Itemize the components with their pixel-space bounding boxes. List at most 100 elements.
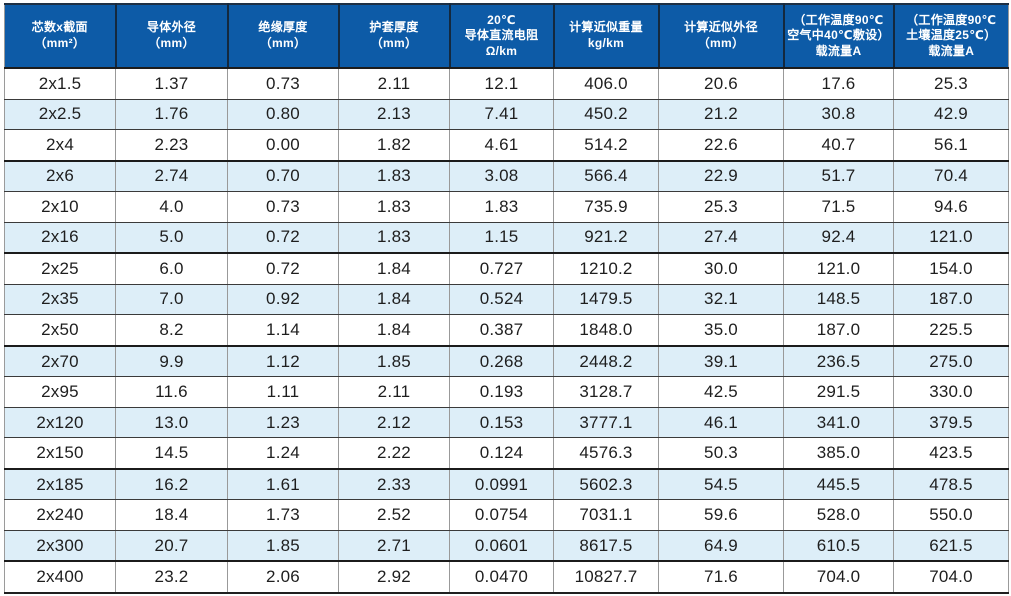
table-cell: 379.5 — [893, 407, 1009, 439]
table-cell: 71.6 — [658, 561, 784, 593]
table-cell: 735.9 — [553, 191, 659, 223]
table-cell: 20.6 — [658, 68, 784, 100]
table-cell: 450.2 — [553, 99, 659, 131]
table-cell: 0.0601 — [449, 530, 554, 563]
table-cell: 225.5 — [893, 314, 1009, 347]
table-header: 芯数x截面 （mm²） 导体外径 （mm） 绝缘厚度 （mm） 护套厚度 （mm） 20℃ 导体直… — [4, 4, 1009, 69]
table-cell: 148.5 — [783, 284, 894, 316]
table-cell: 3128.7 — [553, 376, 659, 408]
table-cell: 3777.1 — [553, 407, 659, 439]
table-row: 2x10 4.0 0.73 1.83 1.83 735.9 25.3 71.5 94.6 — [4, 191, 1009, 223]
table-cell: 70.4 — [893, 160, 1009, 193]
table-cell: 7031.1 — [553, 499, 659, 531]
table-cell: 0.73 — [227, 68, 339, 100]
table-cell: 0.193 — [449, 376, 554, 408]
table-cell: 30.8 — [783, 99, 894, 131]
table-cell: 14.5 — [115, 437, 228, 470]
table-cell: 4.61 — [449, 129, 554, 162]
row-spec-cell: 2x400 — [4, 561, 116, 593]
table-row: 2x400 23.2 2.06 2.92 0.0470 10827.7 71.6 704.0 7… — [4, 561, 1009, 593]
table-cell: 10827.7 — [553, 561, 659, 593]
table-cell: 1.83 — [338, 191, 450, 223]
table-cell: 514.2 — [553, 129, 659, 162]
table-cell: 341.0 — [783, 407, 894, 439]
table-cell: 3.08 — [449, 160, 554, 193]
table-cell: 46.1 — [658, 407, 784, 439]
row-spec-cell: 2x70 — [4, 345, 116, 378]
table-cell: 1.12 — [227, 345, 339, 378]
row-spec-cell: 2x16 — [4, 222, 116, 255]
table-cell: 0.0754 — [449, 499, 554, 531]
table-row: 2x150 14.5 1.24 2.22 0.124 4576.3 50.3 385.0 423… — [4, 437, 1009, 470]
table-cell: 18.4 — [115, 499, 228, 531]
column-header-4: 护套厚度 （mm） — [338, 4, 451, 69]
column-header-6: 计算近似重量 kg/km — [553, 4, 660, 69]
table-row: 2x300 20.7 1.85 2.71 0.0601 8617.5 64.9 610.5 62… — [4, 530, 1009, 563]
column-header-line: 护套厚度 — [369, 20, 419, 35]
table-cell: 8617.5 — [553, 530, 659, 563]
table-cell: 27.4 — [658, 222, 784, 255]
table-row: 2x2.5 1.76 0.80 2.13 7.41 450.2 21.2 30.8 42.9 — [4, 99, 1009, 131]
column-header-5: 20℃ 导体直流电阻 Ω/km — [449, 4, 555, 69]
table-row: 2x120 13.0 1.23 2.12 0.153 3777.1 46.1 341.0 379… — [4, 407, 1009, 439]
table-body: 2x1.5 1.37 0.73 2.11 12.1 406.0 20.6 17.6 25.3 2x… — [4, 68, 1009, 593]
table-cell: 187.0 — [893, 284, 1009, 316]
table-cell: 56.1 — [893, 129, 1009, 162]
column-header-2: 导体外径 （mm） — [115, 4, 229, 69]
table-cell: 2.33 — [338, 468, 450, 501]
column-header-line: （mm） — [259, 36, 307, 50]
table-cell: 64.9 — [658, 530, 784, 563]
header-row: 芯数x截面 （mm²） 导体外径 （mm） 绝缘厚度 （mm） 护套厚度 （mm） 20℃ 导体直… — [4, 4, 1009, 69]
table-cell: 0.00 — [227, 129, 339, 162]
table-cell: 1.82 — [338, 129, 450, 162]
table-cell: 1.85 — [338, 345, 450, 378]
column-header-line: （mm） — [370, 36, 418, 50]
table-cell: 9.9 — [115, 345, 228, 378]
row-spec-cell: 2x95 — [4, 376, 116, 408]
column-header-line: （工作温度90℃ — [906, 12, 997, 27]
table-cell: 385.0 — [783, 437, 894, 470]
table-cell: 2.92 — [338, 561, 450, 593]
table-cell: 2.11 — [338, 68, 450, 100]
column-header-line: 20℃ — [487, 12, 516, 27]
column-header-9: （工作温度90℃ 土壤温度25℃） 载流量A — [893, 4, 1009, 69]
column-header-line: （mm） — [148, 36, 195, 50]
table-row: 2x16 5.0 0.72 1.83 1.15 921.2 27.4 92.4 121.0 — [4, 222, 1009, 255]
table-cell: 704.0 — [783, 561, 894, 593]
row-spec-cell: 2x25 — [4, 253, 116, 285]
table-row: 2x4 2.23 0.00 1.82 4.61 514.2 22.6 40.7 56.1 — [4, 129, 1009, 162]
row-spec-cell: 2x35 — [4, 284, 116, 316]
column-header-8: （工作温度90℃ 空气中40℃敷设） 载流量A — [783, 4, 895, 69]
table-row: 2x50 8.2 1.14 1.84 0.387 1848.0 35.0 187.0 225.5 — [4, 314, 1009, 347]
table-cell: 32.1 — [658, 284, 784, 316]
column-header-line: （mm） — [697, 36, 745, 50]
column-header-3: 绝缘厚度 （mm） — [227, 4, 340, 69]
table-cell: 25.3 — [658, 191, 784, 223]
table-cell: 187.0 — [783, 314, 894, 347]
table-cell: 704.0 — [893, 561, 1009, 593]
table-cell: 423.5 — [893, 437, 1009, 470]
table-cell: 1.84 — [338, 253, 450, 285]
table-cell: 0.72 — [227, 222, 339, 255]
table-cell: 2.52 — [338, 499, 450, 531]
table-cell: 0.73 — [227, 191, 339, 223]
table-cell: 291.5 — [783, 376, 894, 408]
table-cell: 445.5 — [783, 468, 894, 501]
column-header-line: 绝缘厚度 — [258, 20, 308, 35]
table-cell: 1.84 — [338, 314, 450, 347]
table-cell: 1.11 — [227, 376, 339, 408]
table-row: 2x185 16.2 1.61 2.33 0.0991 5602.3 54.5 445.5 47… — [4, 468, 1009, 501]
table-cell: 0.0991 — [449, 468, 554, 501]
table-cell: 275.0 — [893, 345, 1009, 378]
table-cell: 54.5 — [658, 468, 784, 501]
column-header-line: 土壤温度25℃） — [906, 28, 997, 43]
table-cell: 1.83 — [338, 160, 450, 193]
table-cell: 0.268 — [449, 345, 554, 378]
table-cell: 2.22 — [338, 437, 450, 470]
table-cell: 5.0 — [115, 222, 228, 255]
table-cell: 610.5 — [783, 530, 894, 563]
table-cell: 42.5 — [658, 376, 784, 408]
table-cell: 23.2 — [115, 561, 228, 593]
table-cell: 1479.5 — [553, 284, 659, 316]
